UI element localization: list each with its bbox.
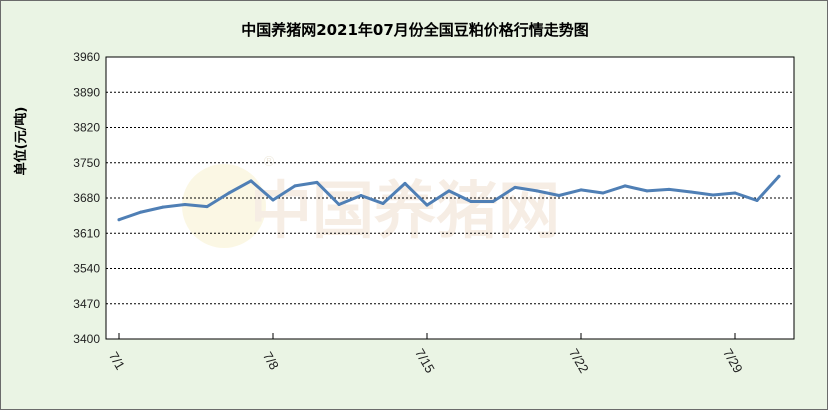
y-tick-label: 3680 (73, 191, 100, 205)
data-point (623, 184, 627, 188)
data-point (337, 203, 341, 206)
y-tick-label: 3750 (73, 156, 100, 170)
x-tick-label: 7/29 (720, 346, 746, 375)
data-point (227, 191, 231, 195)
x-tick-label: 7/22 (566, 346, 592, 375)
data-point (711, 193, 715, 197)
data-point (733, 191, 737, 195)
data-point (249, 179, 253, 183)
data-point (667, 187, 671, 191)
x-tick-label: 7/8 (260, 349, 282, 372)
data-point (755, 199, 759, 202)
data-point (535, 189, 539, 193)
y-tick-label: 3540 (73, 262, 100, 276)
data-point (491, 200, 495, 203)
data-point (359, 194, 363, 197)
y-tick-label: 3610 (73, 226, 100, 240)
x-tick-label: 7/15 (412, 346, 438, 375)
y-tick-label: 3820 (73, 121, 100, 135)
y-tick-label: 3470 (73, 297, 100, 311)
data-point (183, 203, 187, 206)
data-point (403, 181, 407, 185)
y-tick-label: 3400 (73, 332, 100, 346)
x-tick-label: 7/1 (106, 349, 128, 372)
chart-title: 中国养猪网2021年07月份全国豆粕价格行情走势图 (241, 21, 589, 39)
data-point (645, 189, 649, 193)
data-point (161, 205, 165, 209)
data-point (469, 200, 473, 203)
data-point (139, 210, 143, 214)
data-point (425, 203, 429, 207)
data-point (381, 202, 385, 205)
watermark-registered-mark: ® (262, 154, 276, 170)
data-point (601, 191, 605, 195)
y-tick-label: 3960 (73, 50, 100, 64)
data-point (557, 194, 561, 197)
data-point (513, 185, 517, 189)
data-point (117, 218, 121, 222)
data-point (777, 174, 781, 178)
data-point (447, 189, 451, 193)
data-point (271, 198, 275, 202)
data-point (205, 205, 209, 209)
y-tick-label: 3890 (73, 85, 100, 99)
data-point (293, 184, 297, 188)
data-point (689, 190, 693, 194)
data-point (579, 188, 583, 192)
data-point (315, 180, 319, 184)
